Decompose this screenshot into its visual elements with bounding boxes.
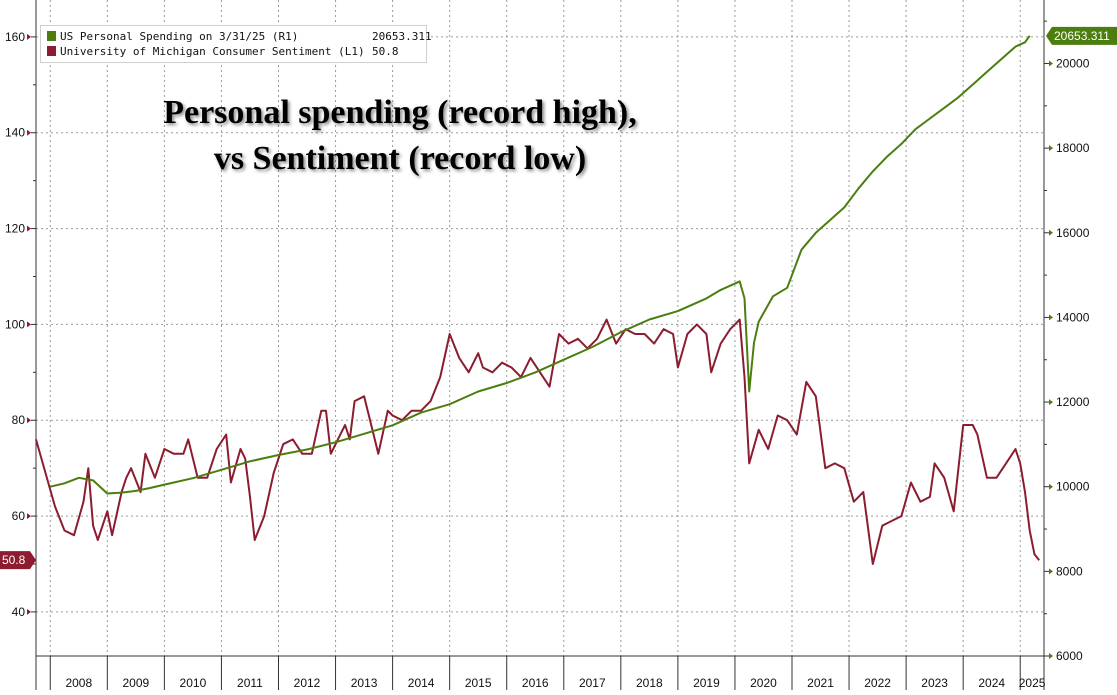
right-tick-label: 6000 <box>1056 649 1083 663</box>
x-tick-label: 2025 <box>1019 676 1046 690</box>
x-tick-label: 2008 <box>65 676 92 690</box>
legend-label-spending: US Personal Spending on 3/31/25 (R1) <box>60 30 299 43</box>
legend-item-sentiment: University of Michigan Consumer Sentimen… <box>47 44 399 59</box>
series-lines <box>35 35 1040 565</box>
chart-title-line-1: Personal spending (record high), <box>163 94 637 131</box>
right-tick-arrow <box>1049 568 1053 575</box>
right-tick-arrow <box>1049 399 1053 406</box>
right-tick-label: 10000 <box>1056 480 1090 494</box>
left-tick-label: 40 <box>12 605 26 619</box>
x-tick-label: 2020 <box>750 676 777 690</box>
left-tick-arrow <box>27 129 31 136</box>
x-tick-label: 2016 <box>522 676 549 690</box>
legend: US Personal Spending on 3/31/25 (R1) 206… <box>40 25 432 63</box>
chart-title-line-2: vs Sentiment (record low) <box>213 140 587 177</box>
right-tick-arrow <box>1049 145 1053 152</box>
legend-swatch-spending <box>47 31 56 41</box>
right-tick-label: 18000 <box>1056 141 1090 155</box>
left-tick-arrow <box>27 225 31 232</box>
legend-label-sentiment: University of Michigan Consumer Sentimen… <box>60 45 365 58</box>
left-tick-arrow <box>27 513 31 520</box>
x-axis: 2008 2009 2010 2011 2012 2013 2014 2015 2016 2017… <box>49 656 1046 690</box>
left-tick-arrow <box>27 321 31 328</box>
legend-value-spending: 20653.311 <box>372 30 432 43</box>
left-tick-label: 160 <box>5 30 25 44</box>
right-axis: 6000 8000 10000 12000 14000 16000 18000 20000 <box>1044 20 1090 663</box>
left-tick-label: 60 <box>12 509 26 523</box>
x-tick-label: 2010 <box>180 676 207 690</box>
legend-value-sentiment: 50.8 <box>372 45 399 58</box>
x-tick-label: 2015 <box>465 676 492 690</box>
x-tick-label: 2022 <box>864 676 891 690</box>
x-tick-label: 2018 <box>636 676 663 690</box>
left-tick-arrow <box>27 33 31 40</box>
left-tick-arrow <box>27 417 31 424</box>
series-line-sentiment <box>35 318 1040 565</box>
badge-sentiment-label: 50.8 <box>2 553 26 567</box>
right-tick-label: 14000 <box>1056 310 1090 324</box>
x-tick-label: 2012 <box>294 676 321 690</box>
legend-swatch-sentiment <box>47 46 56 56</box>
left-tick-label: 120 <box>5 222 25 236</box>
left-tick-label: 100 <box>5 317 25 331</box>
left-axis: 40 60 80 100 120 140 160 <box>5 30 36 619</box>
legend-item-spending: US Personal Spending on 3/31/25 (R1) 206… <box>47 29 432 44</box>
right-tick-arrow <box>1049 60 1053 67</box>
x-tick-label: 2013 <box>351 676 378 690</box>
right-tick-arrow <box>1049 314 1053 321</box>
x-tick-label: 2024 <box>978 676 1005 690</box>
badge-spending-label: 20653.311 <box>1054 29 1110 43</box>
right-tick-label: 16000 <box>1056 226 1090 240</box>
x-tick-label: 2023 <box>921 676 948 690</box>
right-tick-label: 12000 <box>1056 395 1090 409</box>
x-tick-label: 2017 <box>579 676 606 690</box>
x-tick-label: 2009 <box>122 676 149 690</box>
right-tick-arrow <box>1049 653 1053 659</box>
badge-sentiment <box>0 551 36 570</box>
right-tick-arrow <box>1049 229 1053 236</box>
series-line-spending <box>50 35 1031 495</box>
x-tick-label: 2021 <box>807 676 834 690</box>
right-tick-arrow <box>1049 483 1053 490</box>
badge-spending <box>1046 26 1117 45</box>
left-tick-label: 80 <box>12 413 26 427</box>
plot-frame <box>35 0 1045 690</box>
left-tick-label: 140 <box>5 126 25 140</box>
last-value-badges: 20653.311 50.8 <box>0 26 1117 570</box>
x-tick-label: 2019 <box>693 676 720 690</box>
right-tick-label: 20000 <box>1056 56 1090 70</box>
x-tick-label: 2011 <box>237 676 263 690</box>
left-tick-arrow <box>27 608 31 615</box>
x-tick-label: 2014 <box>408 676 435 690</box>
right-tick-label: 8000 <box>1056 564 1083 578</box>
